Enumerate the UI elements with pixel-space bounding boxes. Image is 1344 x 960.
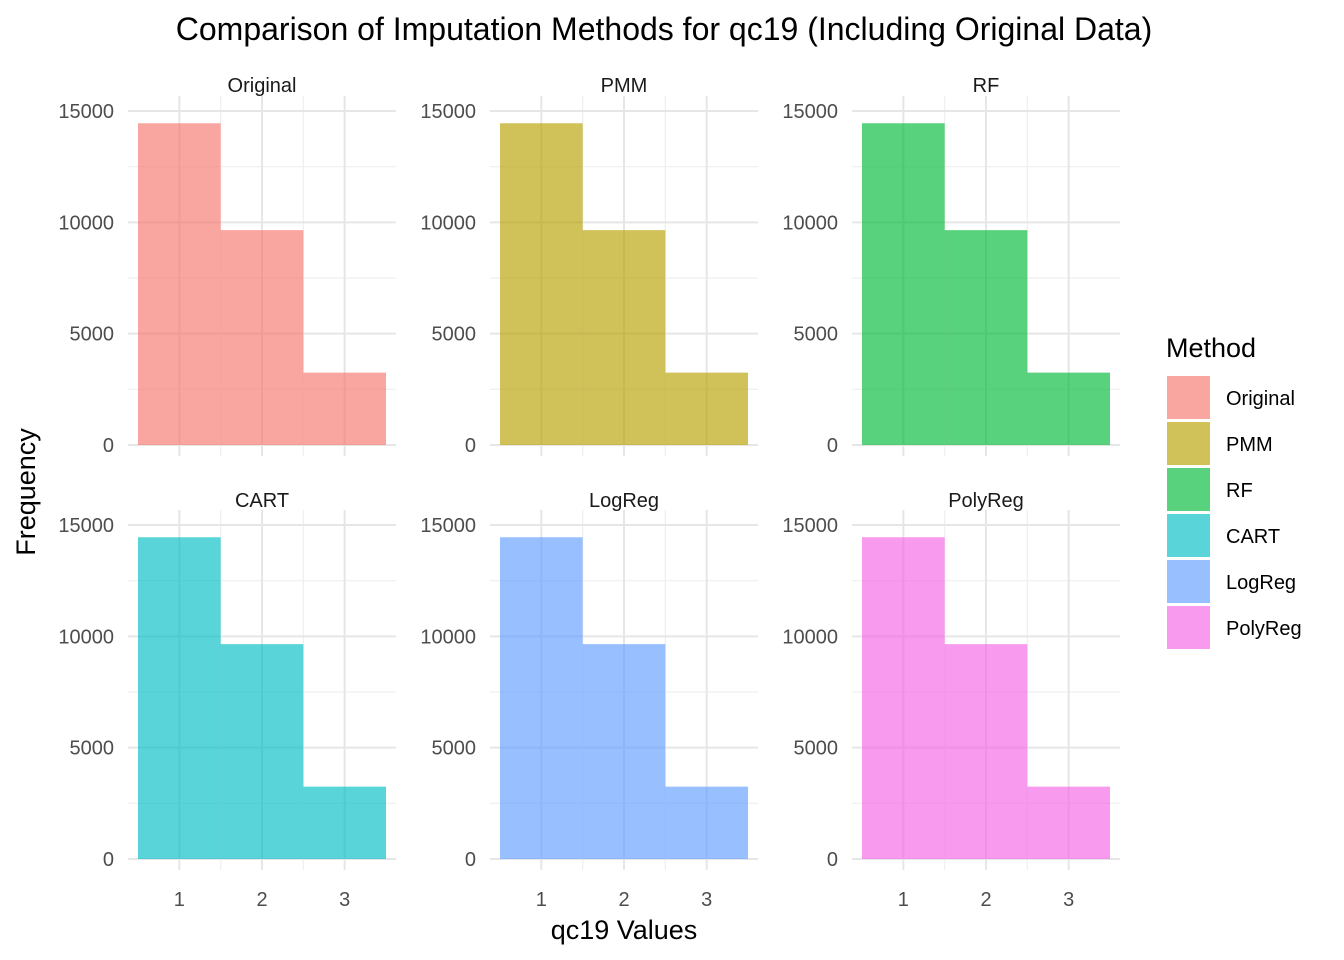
bar-polyreg-2 — [944, 644, 1028, 859]
bar-polyreg-1 — [862, 537, 945, 859]
y-tick-label: 0 — [465, 435, 476, 457]
bar-pmm-3 — [665, 372, 748, 445]
bar-rf-1 — [862, 123, 945, 445]
x-tick-label: 3 — [701, 889, 712, 911]
chart-title: Comparison of Imputation Methods for qc1… — [176, 11, 1152, 47]
panel-polyreg: PolyReg 0 5000 10000 15000 1 2 3 — [782, 490, 1120, 911]
legend-label: PolyReg — [1226, 618, 1302, 640]
legend-label: Original — [1226, 388, 1295, 410]
legend-key-pmm — [1167, 422, 1210, 465]
legend-key-polyreg — [1167, 606, 1210, 649]
bar-pmm-1 — [500, 123, 583, 445]
x-axis-title: qc19 Values — [551, 915, 698, 945]
legend-title: Method — [1166, 333, 1256, 363]
y-tick-label: 5000 — [432, 324, 477, 346]
y-tick-label: 0 — [465, 849, 476, 871]
y-tick-label: 15000 — [58, 101, 114, 123]
bar-cart-3 — [303, 786, 386, 859]
bar-polyreg-3 — [1027, 786, 1110, 859]
x-tick-label: 1 — [536, 889, 547, 911]
bar-rf-2 — [944, 230, 1028, 445]
legend-key-original — [1167, 376, 1210, 419]
legend-key-cart — [1167, 514, 1210, 557]
y-tick-label: 15000 — [782, 101, 838, 123]
facet-label: CART — [235, 490, 289, 512]
y-tick-label: 0 — [103, 849, 114, 871]
panel-cart: CART 0 5000 10000 15000 1 2 3 — [58, 490, 396, 911]
bar-cart-1 — [138, 537, 221, 859]
legend: Method Original PMM RF CART LogReg PolyReg — [1166, 333, 1302, 649]
y-tick-label: 5000 — [70, 324, 115, 346]
x-tick-label: 2 — [256, 889, 267, 911]
y-tick-label: 0 — [103, 435, 114, 457]
bar-original-3 — [303, 372, 386, 445]
y-tick-label: 10000 — [420, 626, 476, 648]
legend-key-rf — [1167, 468, 1210, 511]
x-tick-label: 2 — [980, 889, 991, 911]
facet-label: PMM — [601, 75, 648, 97]
legend-label: RF — [1226, 480, 1253, 502]
panel-logreg: LogReg 0 5000 10000 15000 1 2 3 — [420, 490, 758, 911]
bar-logreg-3 — [665, 786, 748, 859]
y-tick-label: 10000 — [782, 212, 838, 234]
facet-label: RF — [973, 75, 1000, 97]
bar-original-2 — [220, 230, 304, 445]
legend-key-logreg — [1167, 560, 1210, 603]
facet-label: PolyReg — [948, 490, 1024, 512]
panel-pmm: PMM 0 5000 10000 15000 — [420, 75, 758, 457]
y-tick-label: 5000 — [70, 738, 115, 760]
x-tick-label: 1 — [898, 889, 909, 911]
y-tick-label: 10000 — [58, 212, 114, 234]
x-tick-label: 2 — [618, 889, 629, 911]
x-tick-label: 3 — [339, 889, 350, 911]
y-tick-label: 0 — [827, 849, 838, 871]
bar-cart-2 — [220, 644, 304, 859]
facet-label: LogReg — [589, 490, 659, 512]
bar-rf-3 — [1027, 372, 1110, 445]
y-tick-label: 5000 — [794, 738, 839, 760]
y-tick-label: 15000 — [782, 515, 838, 537]
bar-pmm-2 — [582, 230, 666, 445]
facet-label: Original — [228, 75, 297, 97]
y-tick-label: 15000 — [420, 101, 476, 123]
legend-label: CART — [1226, 526, 1280, 548]
x-tick-label: 1 — [174, 889, 185, 911]
y-axis-title: Frequency — [11, 428, 41, 556]
legend-label: LogReg — [1226, 572, 1296, 594]
y-tick-label: 10000 — [420, 212, 476, 234]
facet-panels: Original050001000015000PMM05000100001500… — [58, 75, 1120, 911]
y-tick-label: 0 — [827, 435, 838, 457]
panel-rf: RF 0 5000 10000 15000 — [782, 75, 1120, 457]
y-tick-label: 10000 — [58, 626, 114, 648]
y-tick-label: 5000 — [794, 324, 839, 346]
bar-logreg-2 — [582, 644, 666, 859]
bar-logreg-1 — [500, 537, 583, 859]
legend-label: PMM — [1226, 434, 1273, 456]
y-tick-label: 10000 — [782, 626, 838, 648]
x-tick-label: 3 — [1063, 889, 1074, 911]
panel-original: Original 0 5000 10000 15000 — [58, 75, 396, 457]
y-tick-label: 5000 — [432, 738, 477, 760]
y-tick-label: 15000 — [58, 515, 114, 537]
y-tick-label: 15000 — [420, 515, 476, 537]
bar-original-1 — [138, 123, 221, 445]
